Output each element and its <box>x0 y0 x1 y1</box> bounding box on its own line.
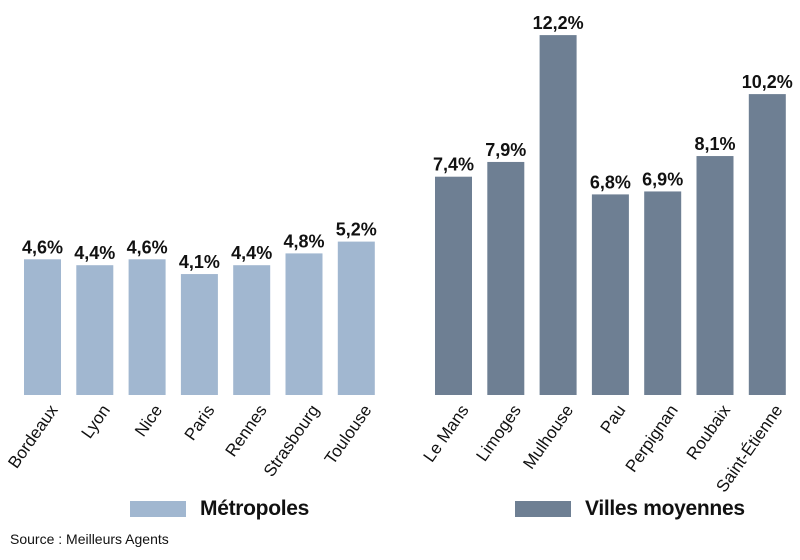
category-label-mulhouse: Mulhouse <box>519 401 577 472</box>
legend-swatch-villes-moyennes <box>515 501 571 517</box>
bar-limoges <box>487 161 525 395</box>
data-label-saint-etienne: 10,2% <box>742 72 793 92</box>
legend-label-metropoles: Métropoles <box>200 497 310 520</box>
data-label-nice: 4,6% <box>127 237 168 257</box>
category-label-perpignan: Perpignan <box>622 401 682 475</box>
category-label-lyon: Lyon <box>78 401 114 442</box>
data-label-limoges: 7,9% <box>485 140 526 160</box>
bar-saint-etienne <box>748 94 786 395</box>
category-label-pau: Pau <box>597 401 630 437</box>
bar-toulouse <box>337 241 375 395</box>
data-label-toulouse: 5,2% <box>336 220 377 240</box>
legend-label-villes-moyennes: Villes moyennes <box>585 497 745 520</box>
category-label-roubaix: Roubaix <box>683 401 735 463</box>
legend-swatch-metropoles <box>130 501 186 517</box>
category-label-nice: Nice <box>131 401 166 440</box>
category-label-toulouse: Toulouse <box>321 401 376 468</box>
series-villes-moyennes: 7,4% Le Mans 7,9% Limoges 12,2% Mulhouse 6,8% P… <box>420 13 793 496</box>
legend-villes-moyennes: Villes moyennes <box>515 497 745 521</box>
category-label-bordeaux: Bordeaux <box>4 401 62 472</box>
bar-bordeaux <box>24 259 61 395</box>
bar-strasbourg <box>285 253 323 395</box>
bar-nice <box>128 259 166 395</box>
data-label-roubaix: 8,1% <box>694 134 735 154</box>
source-note: Source : Meilleurs Agents <box>10 531 169 547</box>
bar-chart: 4,6% Bordeaux 4,4% Lyon 4,6% Nice 4,1% Paris 4,4… <box>4 13 793 496</box>
category-label-paris: Paris <box>181 401 219 444</box>
data-label-lyon: 4,4% <box>74 243 115 263</box>
data-label-strasbourg: 4,8% <box>283 231 324 251</box>
bar-mulhouse <box>539 35 577 395</box>
bar-roubaix <box>696 156 734 395</box>
series-metropoles: 4,6% Bordeaux 4,4% Lyon 4,6% Nice 4,1% Paris 4,4… <box>4 220 377 481</box>
data-label-perpignan: 6,9% <box>642 169 683 189</box>
data-label-le-mans: 7,4% <box>433 155 474 175</box>
data-label-pau: 6,8% <box>590 172 631 192</box>
category-label-le-mans: Le Mans <box>420 401 473 465</box>
data-label-bordeaux: 4,6% <box>22 237 63 257</box>
category-label-rennes: Rennes <box>222 401 271 460</box>
data-label-mulhouse: 12,2% <box>533 13 584 33</box>
bar-rennes <box>233 265 271 395</box>
bar-pau <box>591 194 629 395</box>
data-label-paris: 4,1% <box>179 252 220 272</box>
data-label-rennes: 4,4% <box>231 243 272 263</box>
category-label-limoges: Limoges <box>472 401 524 465</box>
bar-perpignan <box>644 191 682 395</box>
bar-paris <box>180 274 218 395</box>
bar-le-mans <box>435 176 472 395</box>
legend-metropoles: Métropoles <box>130 497 309 521</box>
bar-lyon <box>76 265 114 395</box>
